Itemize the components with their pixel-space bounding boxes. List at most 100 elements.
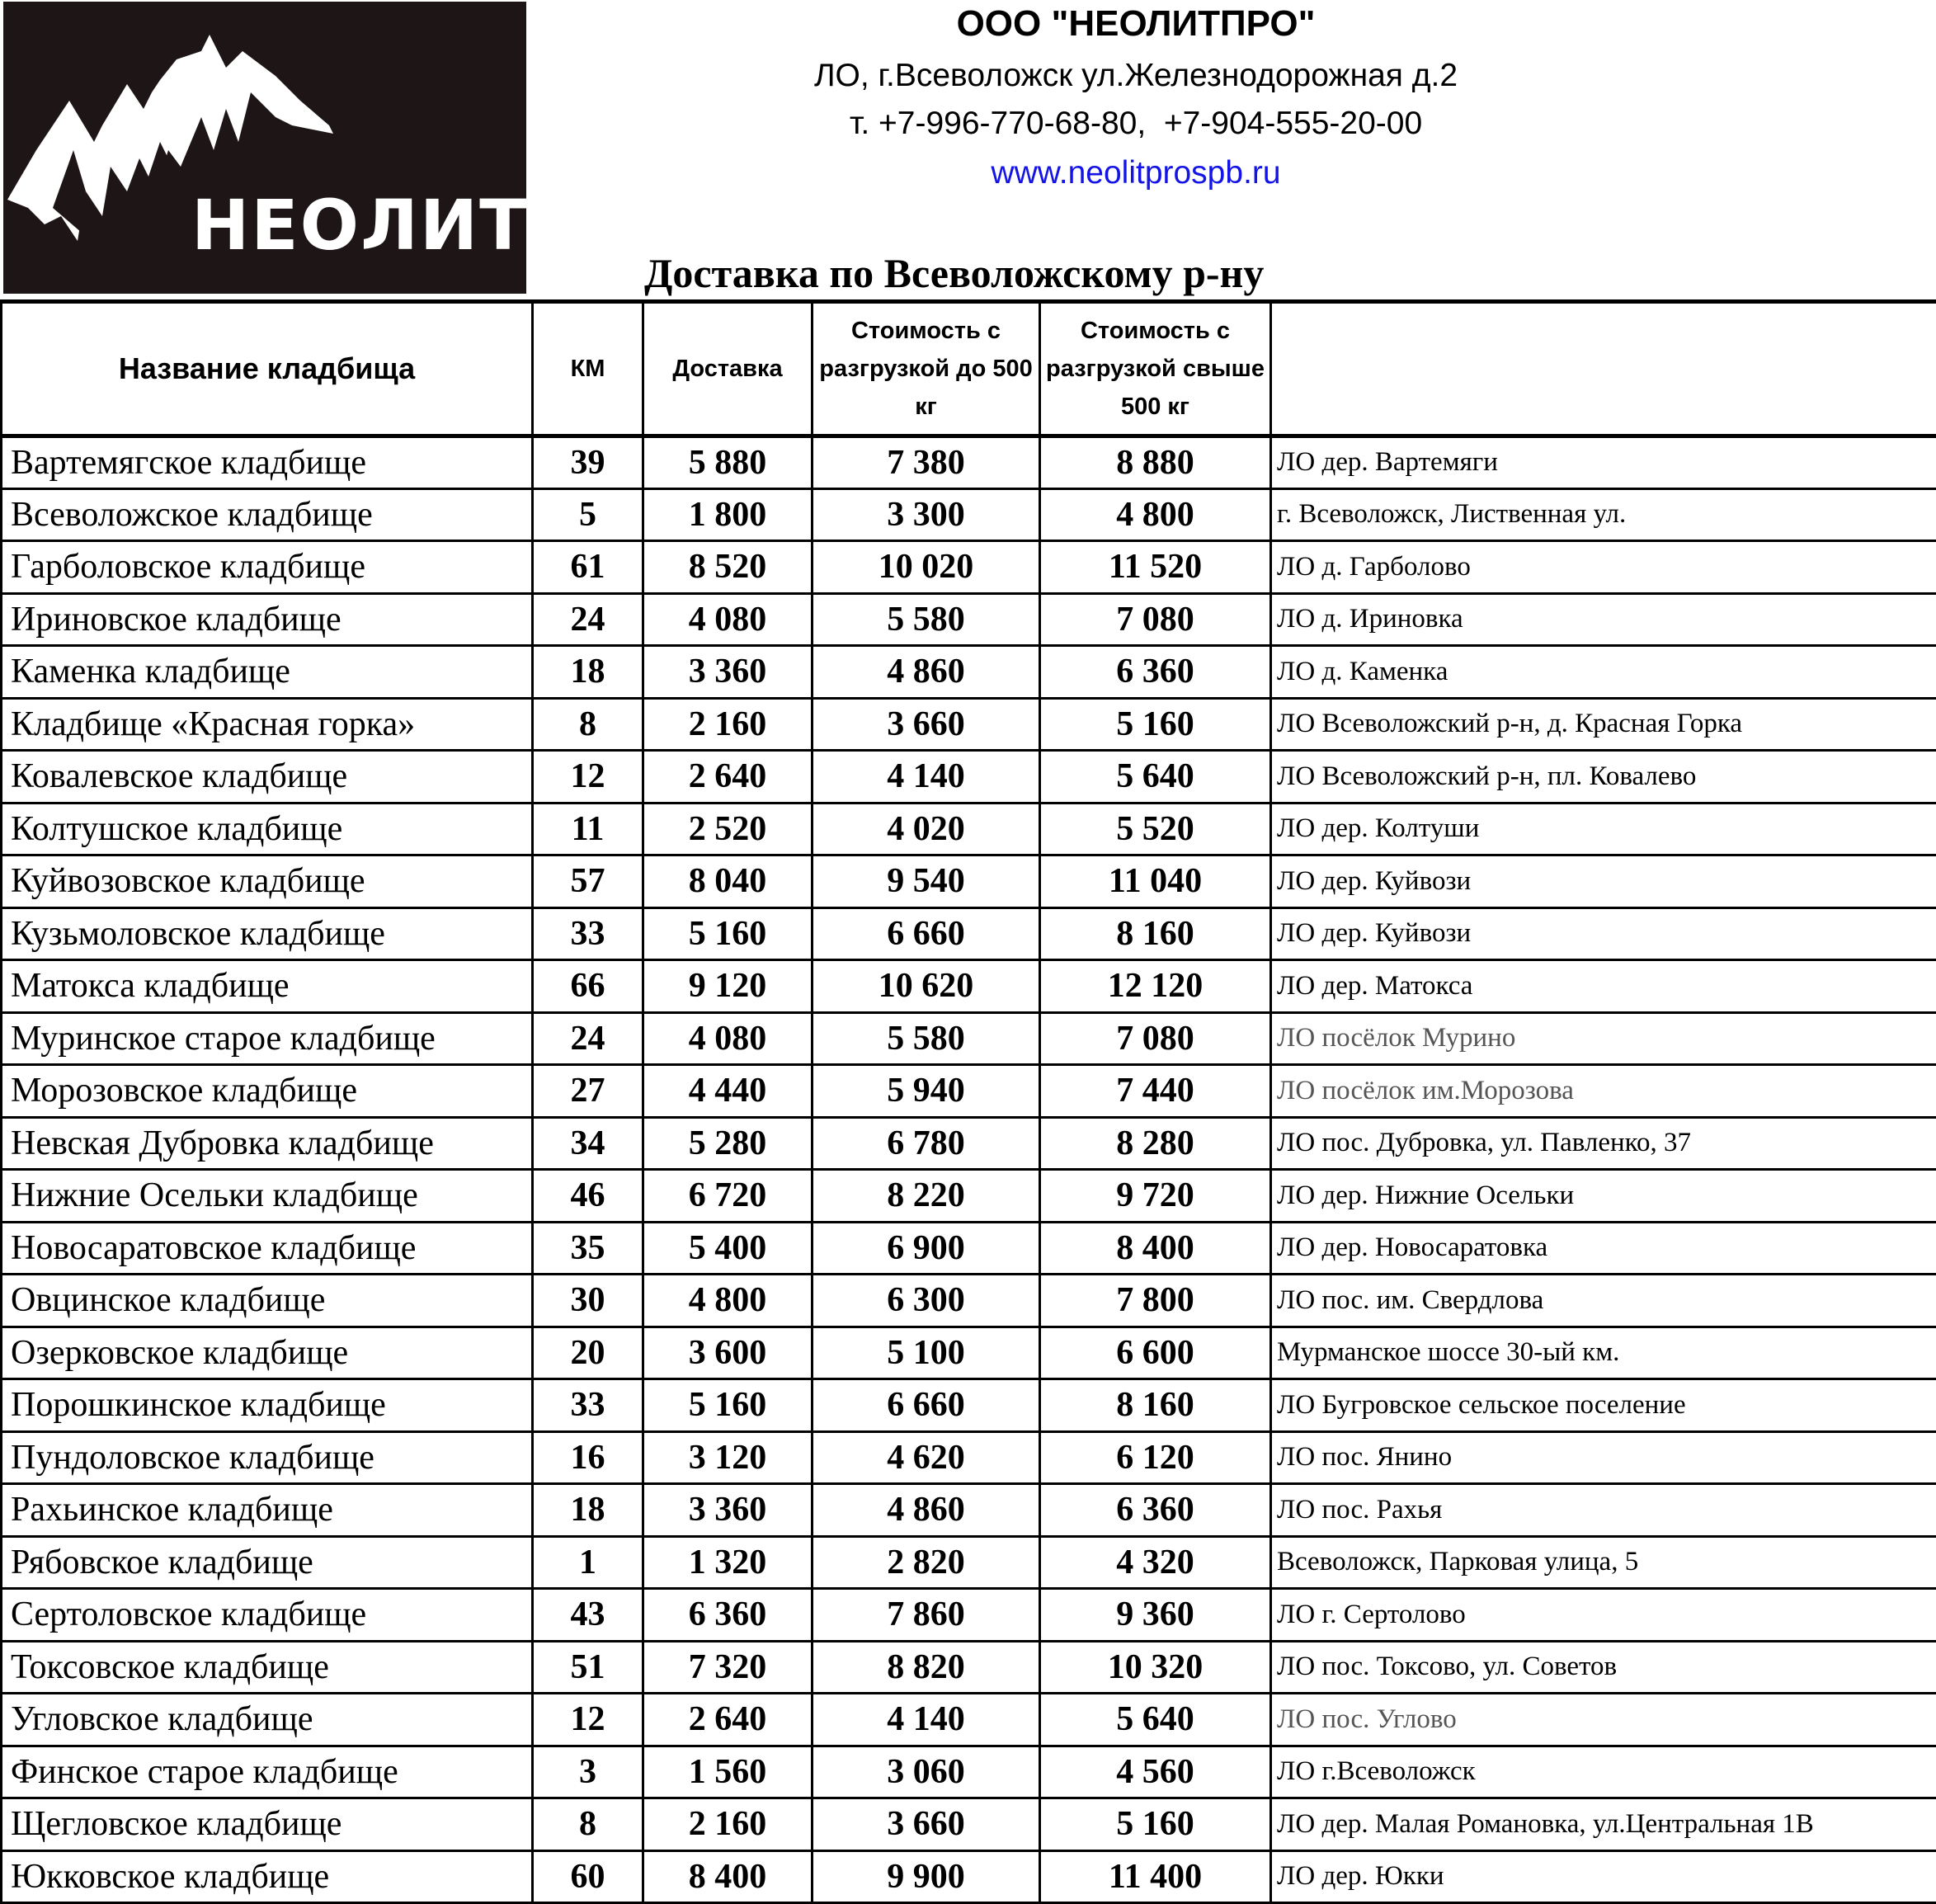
cell-km: 27	[533, 1065, 643, 1118]
cell-cost-over-500: 4 320	[1040, 1536, 1271, 1589]
cell-cost-upto-500: 2 820	[813, 1536, 1040, 1589]
cell-cemetery-name: Рябовское кладбище	[2, 1536, 533, 1589]
cell-address: ЛО дер. Юкки	[1271, 1850, 1936, 1903]
header-address	[1271, 302, 1936, 436]
cell-address: ЛО г. Сертолово	[1271, 1589, 1936, 1642]
cell-cemetery-name: Кладбище «Красная горка»	[2, 698, 533, 751]
cell-cost-over-500: 8 160	[1040, 1379, 1271, 1432]
cell-delivery-cost: 3 600	[643, 1327, 813, 1379]
company-logo: НЕОЛИТ	[3, 2, 526, 294]
cell-cost-upto-500: 3 300	[813, 488, 1040, 541]
cell-km: 12	[533, 751, 643, 804]
cell-cost-over-500: 8 160	[1040, 907, 1271, 960]
cell-delivery-cost: 4 440	[643, 1065, 813, 1118]
cell-cemetery-name: Кузьмоловское кладбище	[2, 907, 533, 960]
cell-cost-over-500: 5 160	[1040, 1798, 1271, 1851]
cell-km: 1	[533, 1536, 643, 1589]
cell-km: 33	[533, 1379, 643, 1432]
cell-km: 39	[533, 436, 643, 489]
cell-cost-upto-500: 6 300	[813, 1275, 1040, 1327]
cell-cost-over-500: 9 360	[1040, 1589, 1271, 1642]
cell-cost-over-500: 5 640	[1040, 751, 1271, 804]
company-address: ЛО, г.Всеволожск ул.Железнодорожная д.2	[528, 58, 1744, 94]
cell-km: 20	[533, 1327, 643, 1379]
cell-cemetery-name: Пундоловское кладбище	[2, 1431, 533, 1484]
cell-km: 8	[533, 698, 643, 751]
cell-km: 34	[533, 1117, 643, 1170]
website-link[interactable]: www.neolitprospb.ru	[528, 155, 1744, 191]
cell-delivery-cost: 9 120	[643, 960, 813, 1013]
cell-cemetery-name: Муринское старое кладбище	[2, 1012, 533, 1065]
cell-km: 30	[533, 1275, 643, 1327]
cell-address: ЛО посёлок Мурино	[1271, 1012, 1936, 1065]
cell-cost-upto-500: 7 380	[813, 436, 1040, 489]
cell-address: ЛО пос. Токсово, ул. Советов	[1271, 1641, 1936, 1694]
cell-cemetery-name: Овцинское кладбище	[2, 1275, 533, 1327]
cell-cemetery-name: Ириновское кладбище	[2, 593, 533, 646]
cell-cost-over-500: 7 080	[1040, 1012, 1271, 1065]
cell-address: Мурманское шоссе 30-ый км.	[1271, 1327, 1936, 1379]
cell-delivery-cost: 3 360	[643, 646, 813, 699]
cell-cemetery-name: Гарболовское кладбище	[2, 541, 533, 594]
cell-cost-over-500: 6 360	[1040, 1484, 1271, 1537]
cell-delivery-cost: 2 640	[643, 1694, 813, 1746]
cell-cemetery-name: Озерковское кладбище	[2, 1327, 533, 1379]
cell-cost-upto-500: 5 100	[813, 1327, 1040, 1379]
cell-cost-upto-500: 5 580	[813, 1012, 1040, 1065]
cell-address: ЛО г.Всеволожск	[1271, 1746, 1936, 1798]
cell-km: 5	[533, 488, 643, 541]
cell-cost-over-500: 8 280	[1040, 1117, 1271, 1170]
cell-delivery-cost: 2 520	[643, 803, 813, 855]
page-title: Доставка по Всеволожскому р-ну	[644, 249, 1264, 297]
cell-address: ЛО дер. Куйвози	[1271, 855, 1936, 908]
cell-address: ЛО д. Каменка	[1271, 646, 1936, 699]
cell-cost-upto-500: 9 540	[813, 855, 1040, 908]
cell-cemetery-name: Всеволожское кладбище	[2, 488, 533, 541]
cell-km: 11	[533, 803, 643, 855]
cell-cost-upto-500: 6 900	[813, 1222, 1040, 1275]
header-cemetery-name: Название кладбища	[2, 302, 533, 436]
cell-cost-upto-500: 8 820	[813, 1641, 1040, 1694]
header-km: КМ	[533, 302, 643, 436]
cell-km: 57	[533, 855, 643, 908]
cell-cemetery-name: Матокса кладбище	[2, 960, 533, 1013]
cell-cost-upto-500: 3 660	[813, 1798, 1040, 1851]
cell-delivery-cost: 1 800	[643, 488, 813, 541]
cell-cost-over-500: 6 360	[1040, 646, 1271, 699]
cell-address: ЛО пос. Рахья	[1271, 1484, 1936, 1537]
cell-km: 66	[533, 960, 643, 1013]
cell-cost-over-500: 11 040	[1040, 855, 1271, 908]
cell-delivery-cost: 8 040	[643, 855, 813, 908]
company-name: ООО "НЕОЛИТПРО"	[528, 3, 1744, 45]
cell-delivery-cost: 3 120	[643, 1431, 813, 1484]
cell-cost-upto-500: 4 140	[813, 751, 1040, 804]
cell-cost-over-500: 5 160	[1040, 698, 1271, 751]
cell-cost-over-500: 5 640	[1040, 1694, 1271, 1746]
cell-cost-upto-500: 3 660	[813, 698, 1040, 751]
cell-cost-upto-500: 5 940	[813, 1065, 1040, 1118]
cell-cost-upto-500: 6 780	[813, 1117, 1040, 1170]
header-delivery: Доставка	[643, 302, 813, 436]
cell-cost-over-500: 7 080	[1040, 593, 1271, 646]
cell-address: ЛО дер. Малая Романовка, ул.Центральная …	[1271, 1798, 1936, 1851]
cell-address: Всеволожск, Парковая улица, 5	[1271, 1536, 1936, 1589]
cell-delivery-cost: 6 720	[643, 1170, 813, 1223]
cell-address: ЛО дер. Колтуши	[1271, 803, 1936, 855]
cell-cemetery-name: Колтушское кладбище	[2, 803, 533, 855]
